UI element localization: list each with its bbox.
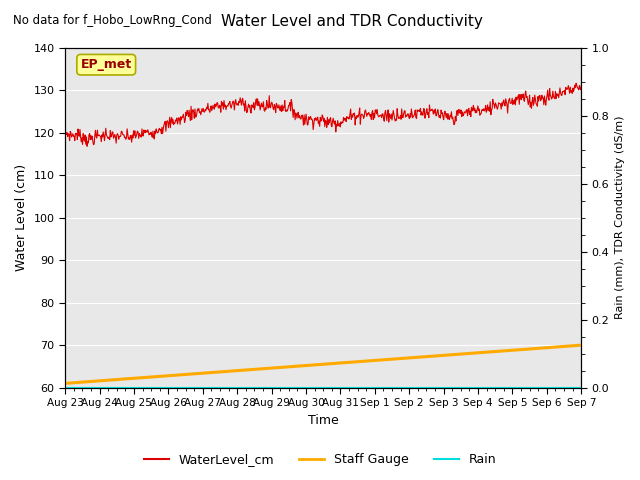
Text: Water Level and TDR Conductivity: Water Level and TDR Conductivity: [221, 14, 483, 29]
Y-axis label: Rain (mm), TDR Conductivity (dS/m): Rain (mm), TDR Conductivity (dS/m): [615, 116, 625, 320]
Y-axis label: Water Level (cm): Water Level (cm): [15, 164, 28, 271]
Legend: WaterLevel_cm, Staff Gauge, Rain: WaterLevel_cm, Staff Gauge, Rain: [138, 448, 502, 471]
Text: EP_met: EP_met: [81, 58, 132, 71]
X-axis label: Time: Time: [308, 414, 339, 427]
Text: No data for f_Hobo_LowRng_Cond: No data for f_Hobo_LowRng_Cond: [13, 14, 212, 27]
